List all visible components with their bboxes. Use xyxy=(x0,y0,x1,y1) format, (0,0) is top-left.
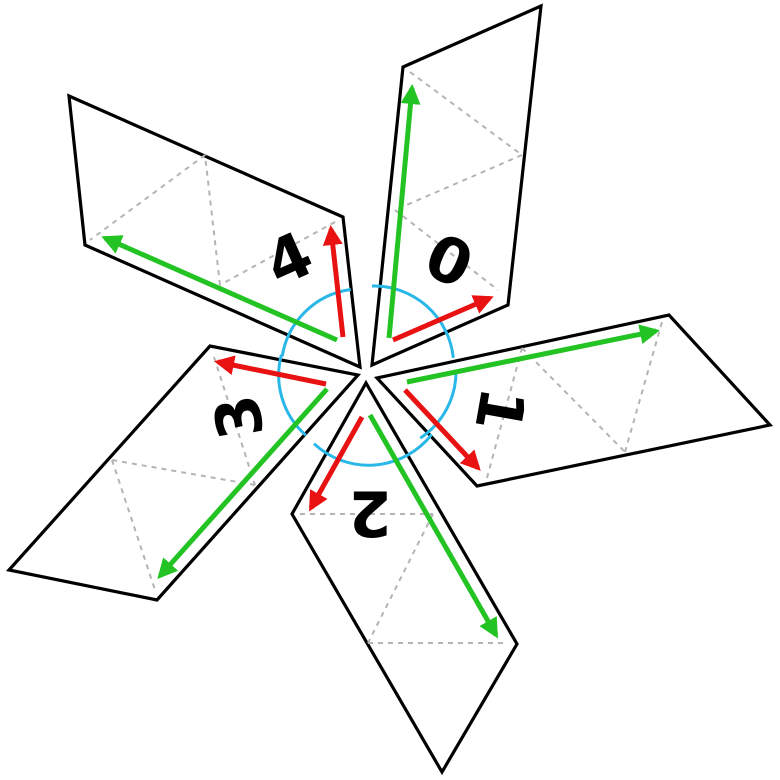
tile-3-outline xyxy=(5,344,362,602)
tile-2-label: 2 xyxy=(348,477,391,550)
tile-4-long-vector xyxy=(101,235,339,343)
tile-1: 1 xyxy=(373,313,774,488)
tile-0-angle-arc xyxy=(371,284,455,358)
tile-2-angle-arc xyxy=(312,433,433,467)
tile-2-long-vector xyxy=(367,413,499,639)
tile-1-outline xyxy=(373,313,774,488)
tile-4-outline xyxy=(67,93,362,370)
tile-1-label: 1 xyxy=(460,382,539,437)
tile-3-label: 3 xyxy=(199,389,278,444)
tile-4-label: 4 xyxy=(254,217,323,301)
tile-0-guides xyxy=(394,71,523,291)
tile-3: 3 xyxy=(5,344,362,602)
tile-3-long-vector xyxy=(157,387,329,579)
tile-0-outline xyxy=(370,3,543,368)
tile-3-guides xyxy=(111,356,256,591)
tile-1-long-vector xyxy=(406,324,660,385)
tile-4-short-vector xyxy=(322,225,346,338)
tile-0: 0 xyxy=(370,3,543,368)
tile-3-short-vector xyxy=(214,355,327,387)
tile-1-angle-arc xyxy=(419,370,458,440)
tile-4-guides xyxy=(89,154,336,286)
tile-0-label: 0 xyxy=(414,219,483,303)
tile-3-angle-arc xyxy=(277,354,307,437)
tile-0-long-vector xyxy=(386,84,421,339)
tile-4: 4 xyxy=(67,93,362,370)
tile-1-short-vector xyxy=(403,388,481,471)
tile-2: 2 xyxy=(290,379,519,776)
tile-2-guides xyxy=(300,513,505,644)
tile-2-outline xyxy=(290,379,519,776)
tile-2-short-vector xyxy=(308,415,365,512)
tile-0-short-vector xyxy=(392,295,494,343)
